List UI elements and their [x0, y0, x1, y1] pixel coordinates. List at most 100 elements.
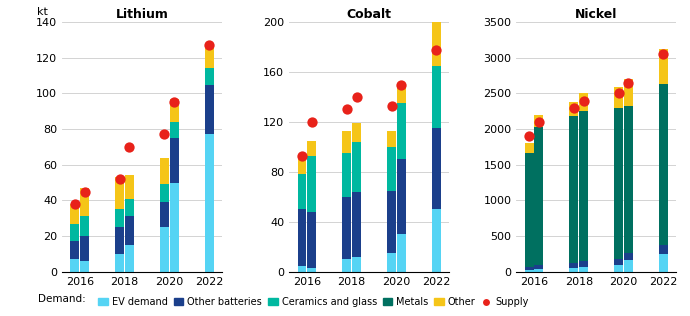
Point: [386, 103, 397, 108]
Bar: [397, 159, 406, 234]
Point: [70, 202, 81, 207]
Point: [79, 189, 90, 194]
Bar: [170, 183, 179, 272]
Bar: [80, 188, 89, 216]
Point: [431, 47, 442, 52]
Bar: [579, 267, 588, 272]
Point: [524, 134, 535, 139]
Bar: [307, 268, 316, 272]
Y-axis label: kt: kt: [37, 7, 48, 17]
Bar: [70, 259, 79, 272]
Bar: [205, 84, 214, 135]
Point: [569, 105, 580, 110]
Bar: [205, 135, 214, 272]
Bar: [205, 45, 214, 69]
Bar: [387, 253, 396, 272]
Bar: [535, 127, 543, 264]
Bar: [352, 257, 361, 272]
Bar: [659, 254, 668, 272]
Point: [306, 119, 317, 125]
Bar: [524, 267, 533, 270]
Title: Cobalt: Cobalt: [346, 8, 392, 21]
Bar: [297, 209, 306, 265]
Point: [623, 80, 634, 85]
Bar: [569, 116, 578, 263]
Bar: [80, 236, 89, 261]
Bar: [614, 108, 623, 259]
Bar: [659, 84, 668, 245]
Point: [169, 100, 180, 105]
Bar: [115, 177, 124, 210]
Bar: [297, 174, 306, 209]
Point: [658, 52, 669, 57]
Bar: [397, 87, 406, 103]
Bar: [70, 241, 79, 259]
Point: [204, 43, 215, 48]
Bar: [342, 153, 351, 197]
Bar: [70, 224, 79, 241]
Legend: EV demand, Other batteries, Ceramics and glass, Metals, Other, Supply: EV demand, Other batteries, Ceramics and…: [95, 293, 533, 311]
Point: [578, 98, 589, 103]
Bar: [535, 269, 543, 272]
Bar: [160, 185, 169, 202]
Bar: [125, 245, 134, 272]
Bar: [624, 106, 633, 252]
Bar: [397, 234, 406, 272]
Bar: [579, 94, 588, 111]
Bar: [569, 263, 578, 268]
Bar: [397, 103, 406, 159]
Bar: [432, 209, 441, 272]
Bar: [160, 227, 169, 272]
Bar: [80, 261, 89, 272]
Bar: [624, 79, 633, 106]
Bar: [297, 265, 306, 272]
Point: [297, 153, 308, 158]
Bar: [307, 156, 316, 212]
Bar: [70, 204, 79, 224]
Bar: [170, 122, 179, 138]
Bar: [432, 0, 441, 66]
Point: [114, 177, 125, 182]
Bar: [579, 111, 588, 261]
Bar: [352, 123, 361, 142]
Bar: [432, 66, 441, 128]
Bar: [297, 159, 306, 174]
Bar: [307, 141, 316, 156]
Bar: [387, 191, 396, 253]
Bar: [170, 99, 179, 122]
Bar: [115, 227, 124, 254]
Bar: [624, 252, 633, 260]
Bar: [80, 216, 89, 236]
Point: [159, 132, 170, 137]
Title: Lithium: Lithium: [116, 8, 168, 21]
Bar: [115, 209, 124, 227]
Bar: [579, 261, 588, 267]
Bar: [659, 245, 668, 254]
Title: Nickel: Nickel: [575, 8, 618, 21]
Point: [124, 144, 135, 149]
Bar: [342, 131, 351, 153]
Bar: [125, 175, 134, 199]
Bar: [535, 115, 543, 127]
Bar: [524, 143, 533, 153]
Point: [351, 94, 362, 100]
Point: [533, 119, 544, 125]
Bar: [432, 128, 441, 209]
Point: [396, 82, 407, 87]
Bar: [342, 197, 351, 259]
Bar: [524, 270, 533, 272]
Bar: [614, 259, 623, 265]
Bar: [205, 69, 214, 84]
Bar: [352, 192, 361, 257]
Bar: [115, 254, 124, 272]
Bar: [614, 87, 623, 108]
Bar: [160, 158, 169, 185]
Bar: [624, 260, 633, 272]
Bar: [569, 102, 578, 116]
Bar: [352, 142, 361, 192]
Bar: [170, 138, 179, 183]
Point: [613, 91, 624, 96]
Bar: [342, 259, 351, 272]
Bar: [614, 265, 623, 272]
Bar: [160, 202, 169, 227]
